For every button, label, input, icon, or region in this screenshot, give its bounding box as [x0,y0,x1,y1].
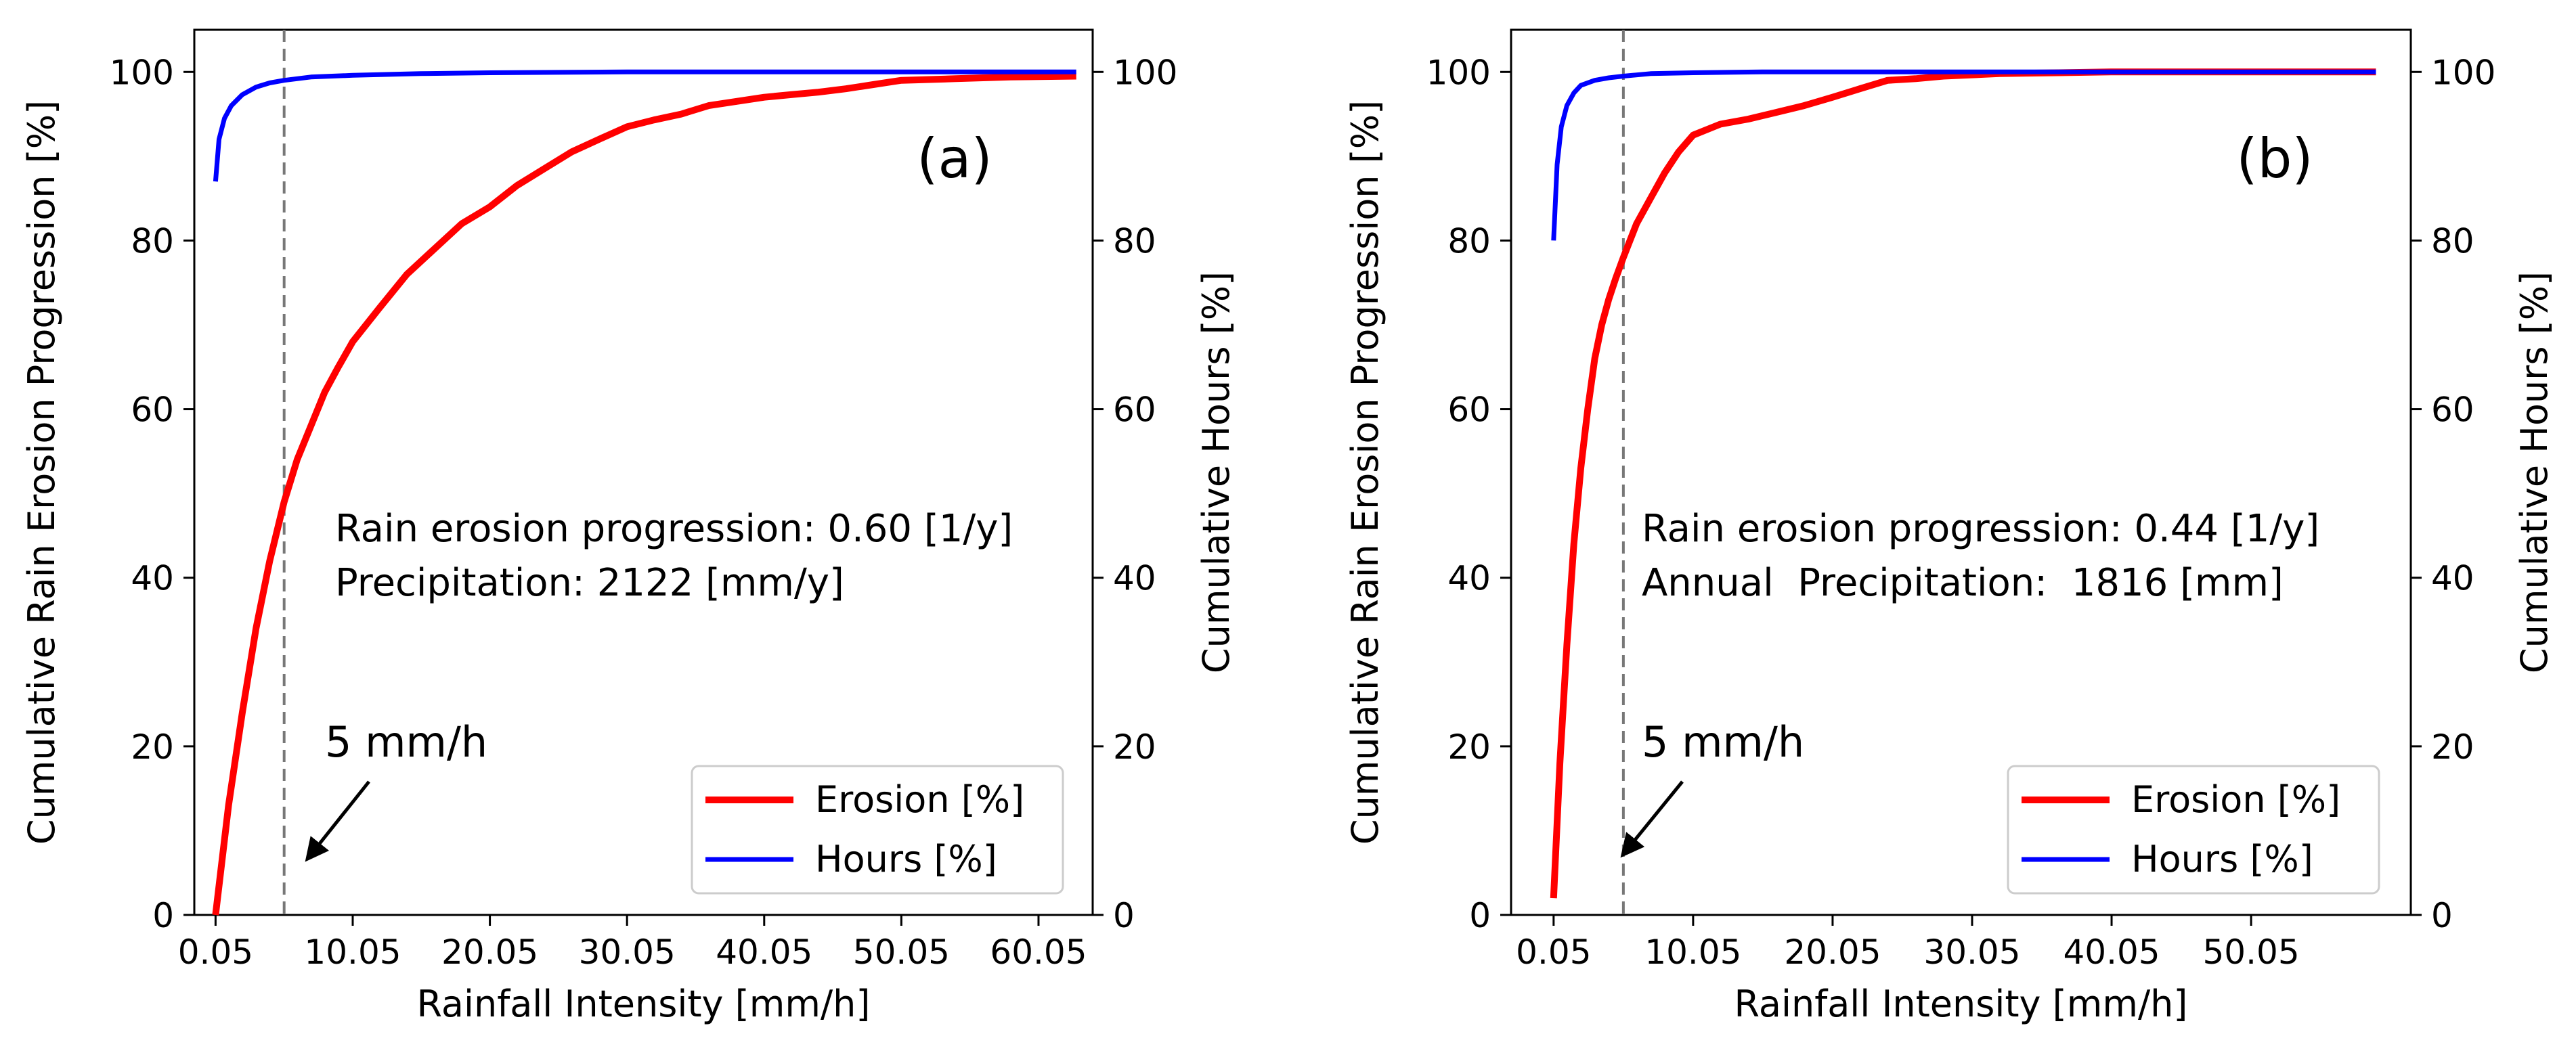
panel-b-x-tick-label: 50.05 [2203,933,2300,972]
panel-a-y2-tick-label: 100 [1113,53,1177,92]
panel-a-series-erosion-line [212,72,1076,916]
panel-a-annotation-line: Precipitation: 2122 [mm/y] [335,561,844,605]
panel-b-y-tick-label: 100 [1426,53,1491,92]
panel-a-y-axis-title: Cumulative Rain Erosion Progression [%] [20,100,63,845]
panel-a-y-tick-label: 20 [131,727,174,767]
panel-a-y2-axis-title: Cumulative Hours [%] [1195,271,1238,673]
panel-a-series-hours-line [213,69,1076,182]
panel-b-annotation-line: Rain erosion progression: 0.44 [1/y] [1642,507,2319,551]
panel-a-plot-frame [193,28,1094,916]
panel-a-annotation-line: Rain erosion progression: 0.60 [1/y] [335,507,1013,551]
panel-a-threshold-arrow [305,780,370,862]
panel-a-x-tick-label: 30.05 [579,933,676,972]
panel-b-series-erosion-line [1550,68,2376,899]
panel-b-annotation-line: Annual Precipitation: 1816 [mm] [1642,561,2284,605]
panel-a-label: (a) [917,127,992,190]
panel-b-x-tick-label: 30.05 [1923,933,2020,972]
panel-b-series-hours-line [1551,69,2376,241]
panel-a-x-tick-label: 20.05 [441,933,538,972]
panel-b-y2-tick-label: 20 [2431,727,2474,767]
panel-a-y2-tick-label: 80 [1113,221,1156,261]
panel-b-threshold-arrow [1620,780,1684,858]
panel-a-x-tick-label: 10.05 [304,933,401,972]
panel-a-x-axis-title: Rainfall Intensity [mm/h] [417,983,871,1025]
panel-b-y-tick-label: 40 [1447,559,1491,598]
panel-b-y2-tick-label: 0 [2431,896,2453,935]
panel-b-label: (b) [2236,127,2313,190]
panel-a-y2-tick-label: 60 [1113,390,1156,430]
panel-b-y-tick-label: 60 [1447,390,1491,430]
panel-b-y-axis-title: Cumulative Rain Erosion Progression [%] [1344,100,1387,845]
panel-b-y2-tick-label: 40 [2431,559,2474,598]
panel-b-y2-axis-title: Cumulative Hours [%] [2513,271,2556,673]
panel-a-y2-tick-label: 0 [1113,896,1135,935]
panel-a-y-tick-label: 100 [110,53,174,92]
panel-b-x-tick-label: 0.05 [1516,933,1591,972]
panel-b-legend-label-hours: Hours [%] [2131,838,2313,880]
panel-a-y-tick-label: 40 [131,559,174,598]
panel-a-y2-tick-label: 20 [1113,727,1156,767]
panel-a-x-tick-label: 0.05 [178,933,253,972]
panel-a-legend-label-hours: Hours [%] [815,838,997,880]
panel-a-y2-tick-label: 40 [1113,559,1156,598]
panel-b-y-tick-label: 20 [1447,727,1491,767]
panel-b-y-tick-label: 80 [1447,221,1491,261]
panel-b-plot-frame [1510,28,2412,916]
panel-a-y-tick-label: 60 [131,390,174,430]
panel-a-legend-label-erosion: Erosion [%] [815,778,1024,821]
panel-b-x-axis-title: Rainfall Intensity [mm/h] [1734,983,2188,1025]
panel-b-x-tick-label: 20.05 [1784,933,1881,972]
panel-b-y2-tick-label: 80 [2431,221,2474,261]
panel-a-x-tick-label: 40.05 [716,933,812,972]
panel-b-y2-tick-label: 60 [2431,390,2474,430]
panel-a-y-tick-label: 0 [152,896,174,935]
panel-b-threshold-label: 5 mm/h [1642,717,1804,767]
panel-b-y2-tick-label: 100 [2431,53,2495,92]
panel-b-x-tick-label: 40.05 [2063,933,2160,972]
panel-a-y-tick-label: 80 [131,221,174,261]
panel-b-x-tick-label: 10.05 [1644,933,1741,972]
panel-a-x-tick-label: 50.05 [853,933,950,972]
panel-b-legend-label-erosion: Erosion [%] [2131,778,2340,821]
panel-a-threshold-label: 5 mm/h [325,717,487,767]
panel-a-x-tick-label: 60.05 [990,933,1087,972]
panel-b-y-tick-label: 0 [1469,896,1491,935]
